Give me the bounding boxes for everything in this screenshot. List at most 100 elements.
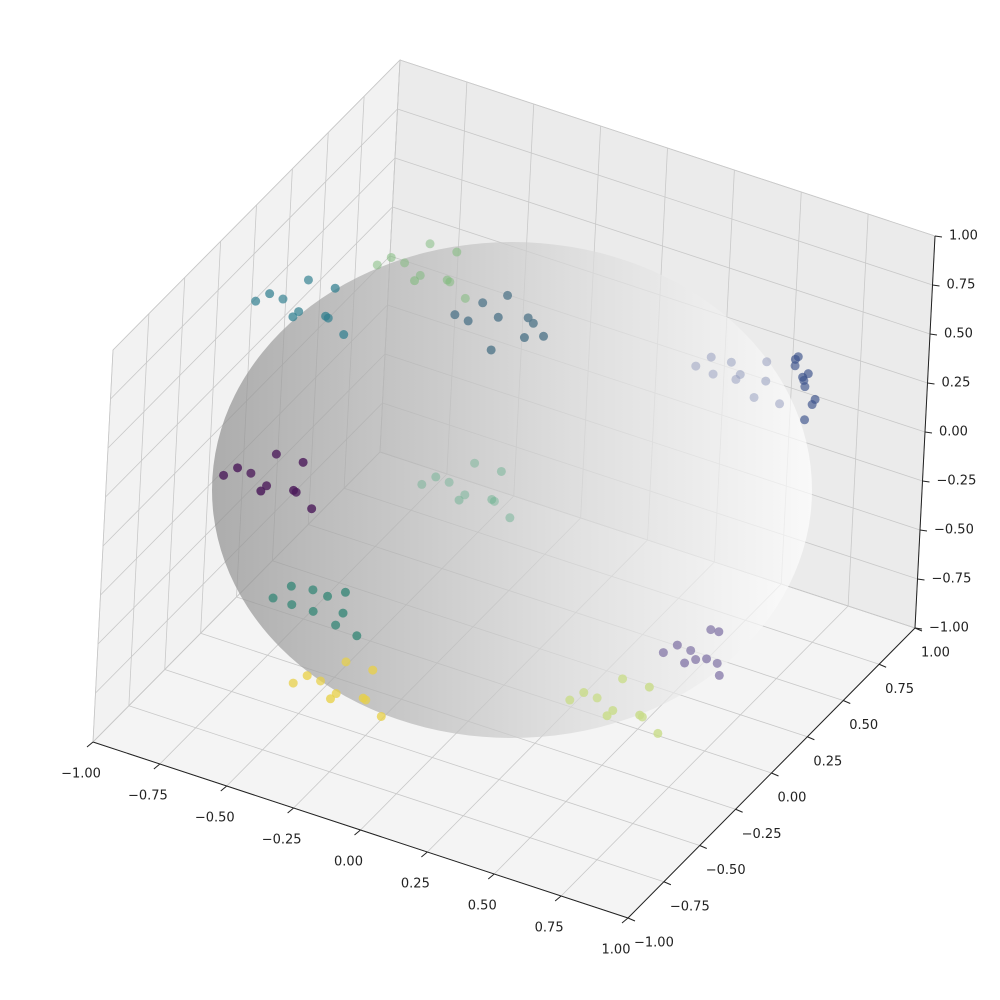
grid-line bbox=[128, 705, 664, 883]
tick-mark bbox=[934, 235, 943, 238]
point bbox=[450, 310, 460, 320]
point bbox=[271, 449, 281, 459]
tick-label: 0.50 bbox=[468, 899, 497, 914]
point bbox=[691, 655, 701, 665]
point bbox=[286, 581, 296, 591]
point bbox=[565, 695, 575, 705]
axes: −1.00 −0.75 −0.50 −0.25 0.00 0.25 0.50 0.75 1.00… bbox=[61, 229, 978, 958]
point bbox=[735, 370, 745, 379]
point bbox=[686, 645, 696, 655]
tick-mark bbox=[554, 895, 562, 902]
tick-mark bbox=[807, 736, 815, 741]
point bbox=[361, 695, 371, 705]
tick-mark bbox=[627, 917, 636, 922]
point bbox=[658, 648, 668, 658]
sphere-surface bbox=[212, 242, 812, 738]
point bbox=[592, 693, 602, 703]
point bbox=[579, 688, 589, 698]
point bbox=[330, 283, 340, 293]
point bbox=[470, 458, 480, 468]
tick-label: −0.50 bbox=[706, 863, 746, 878]
tick-label: −0.75 bbox=[670, 899, 710, 914]
grid-line bbox=[394, 157, 931, 335]
point bbox=[368, 665, 378, 675]
tick-label: −1.00 bbox=[634, 936, 674, 951]
tick-label: −0.50 bbox=[195, 811, 235, 826]
point bbox=[680, 658, 690, 668]
point bbox=[807, 400, 817, 410]
point bbox=[256, 486, 266, 496]
point bbox=[325, 694, 335, 704]
point bbox=[287, 600, 297, 610]
point bbox=[251, 296, 261, 306]
point bbox=[496, 466, 506, 476]
point bbox=[539, 331, 549, 341]
point bbox=[417, 479, 427, 489]
point bbox=[653, 728, 663, 738]
tick-label: −0.75 bbox=[932, 572, 972, 587]
point bbox=[602, 711, 612, 721]
point bbox=[790, 361, 800, 371]
point bbox=[463, 316, 473, 326]
tick-mark bbox=[86, 741, 94, 748]
tick-mark bbox=[487, 873, 495, 880]
point bbox=[706, 352, 716, 362]
point bbox=[291, 487, 301, 497]
tick-mark bbox=[932, 284, 940, 287]
point bbox=[761, 376, 771, 386]
tick-mark bbox=[922, 480, 930, 483]
point bbox=[644, 682, 654, 692]
point bbox=[486, 345, 496, 355]
tick-mark bbox=[924, 431, 933, 434]
grid-line bbox=[399, 59, 936, 237]
tick-mark bbox=[843, 700, 851, 704]
point bbox=[691, 361, 701, 371]
grid-line bbox=[107, 157, 396, 449]
tick-mark bbox=[914, 627, 923, 630]
grid-line bbox=[397, 108, 933, 286]
point bbox=[308, 606, 318, 616]
point bbox=[307, 504, 317, 514]
point bbox=[714, 627, 724, 637]
point bbox=[431, 472, 441, 482]
grid-line bbox=[164, 669, 700, 846]
grid-line bbox=[112, 59, 401, 351]
point bbox=[444, 477, 454, 487]
point bbox=[702, 654, 712, 664]
tick-mark bbox=[878, 663, 887, 668]
tick-mark bbox=[699, 845, 707, 849]
point bbox=[460, 293, 470, 303]
point bbox=[799, 375, 809, 385]
tick-label: 1.00 bbox=[602, 943, 631, 958]
point bbox=[323, 313, 333, 323]
tick-mark bbox=[917, 578, 925, 581]
tick-label: −0.25 bbox=[262, 833, 302, 848]
tick-mark bbox=[153, 763, 161, 770]
point bbox=[460, 490, 470, 500]
point bbox=[415, 270, 425, 280]
point bbox=[400, 258, 410, 268]
tick-label: 0.25 bbox=[813, 754, 842, 769]
tick-label: −0.50 bbox=[934, 523, 974, 538]
point bbox=[219, 470, 229, 480]
tick-label: 1.00 bbox=[921, 646, 950, 661]
point bbox=[410, 276, 420, 286]
point bbox=[278, 294, 288, 304]
tick-mark bbox=[919, 529, 928, 532]
point bbox=[246, 468, 256, 478]
tick-mark bbox=[621, 917, 629, 924]
tick-label: 0.75 bbox=[535, 921, 564, 936]
point bbox=[262, 481, 272, 491]
point bbox=[294, 307, 304, 317]
point bbox=[478, 298, 488, 308]
point bbox=[749, 392, 759, 402]
tick-label: 0.50 bbox=[849, 718, 878, 733]
point bbox=[445, 277, 455, 287]
point bbox=[519, 333, 529, 343]
tick-label: 0.00 bbox=[334, 855, 363, 870]
point bbox=[425, 239, 435, 249]
tick-mark bbox=[220, 785, 228, 792]
point bbox=[386, 252, 396, 262]
point bbox=[608, 705, 618, 715]
point bbox=[302, 671, 312, 681]
